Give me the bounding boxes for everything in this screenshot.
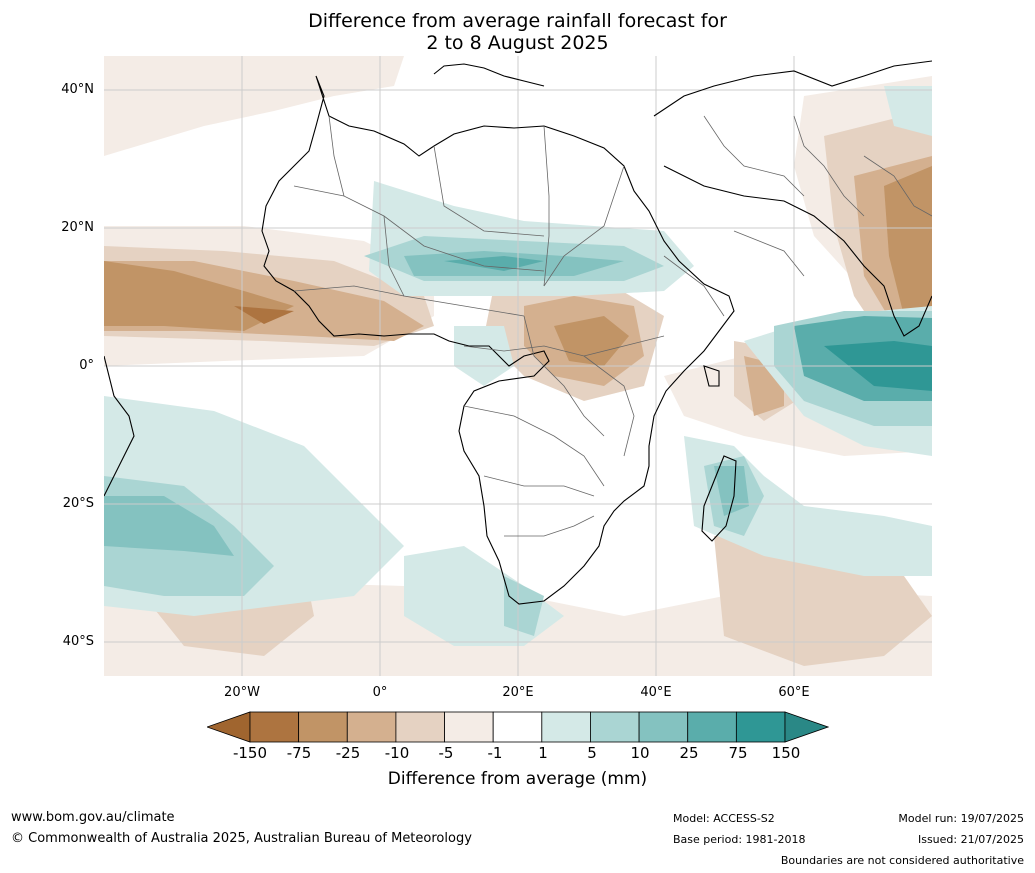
chart-title: Difference from average rainfall forecas… (0, 10, 1035, 54)
colorbar-tick: 5 (587, 744, 597, 762)
colorbar-tick: 25 (679, 744, 699, 762)
colorbar-tick: -150 (232, 744, 268, 762)
lon-label-20w: 20°W (224, 685, 260, 700)
footer-issued: Issued: 21/07/2025 (917, 833, 1024, 846)
colorbar-bin (346, 711, 397, 743)
colorbar-label: Difference from average (mm) (387, 769, 648, 789)
footer-website: www.bom.gov.au/climate (11, 810, 175, 825)
colorbar-cells (249, 711, 786, 743)
footer-disclaimer: Boundaries are not considered authoritat… (780, 854, 1024, 867)
colorbar-bin (492, 711, 543, 743)
colorbar-bin (444, 711, 494, 743)
footer-copyright: © Commonwealth of Australia 2025, Austra… (11, 831, 472, 846)
colorbar-high-arrow (784, 711, 829, 743)
lat-label-20n: 20°N (61, 220, 94, 235)
lon-label-40e: 40°E (640, 685, 672, 700)
footer-model: Model: ACCESS-S2 (673, 812, 775, 825)
colorbar-tick: 75 (728, 744, 748, 762)
lon-label-60e: 60°E (778, 685, 810, 700)
colorbar-tick: -10 (384, 744, 410, 762)
colorbar-tick: -1 (487, 744, 503, 762)
title-line-2: 2 to 8 August 2025 (426, 32, 609, 54)
colorbar-tick: 10 (630, 744, 650, 762)
colorbar (207, 711, 829, 743)
colorbar-bin (590, 711, 640, 743)
anomaly-shading (104, 56, 932, 676)
lon-label-20e: 20°E (502, 685, 534, 700)
colorbar-tick: -5 (438, 744, 454, 762)
colorbar-bin (735, 711, 786, 743)
colorbar-tick: 150 (771, 744, 801, 762)
colorbar-bin (687, 711, 737, 743)
country-borders (293, 115, 932, 537)
title-line-1: Difference from average rainfall forecas… (308, 10, 727, 32)
lat-label-equator: 0° (79, 358, 94, 373)
colorbar-low-arrow (207, 711, 251, 743)
colorbar-tick: 1 (538, 744, 548, 762)
coastlines (104, 60, 932, 605)
lat-label-40n: 40°N (61, 82, 94, 97)
footer-model-run: Model run: 19/07/2025 (898, 812, 1024, 825)
lat-label-40s: 40°S (62, 634, 94, 649)
colorbar-bin (638, 711, 689, 743)
rainfall-anomaly-map (104, 56, 932, 676)
map-svg (104, 56, 932, 676)
graticule (104, 56, 932, 676)
colorbar-bin (249, 711, 300, 743)
colorbar-bin (395, 711, 445, 743)
colorbar-bin (541, 711, 591, 743)
lon-label-0: 0° (372, 685, 388, 700)
footer-base-period: Base period: 1981-2018 (673, 833, 806, 846)
lat-label-20s: 20°S (62, 496, 94, 511)
colorbar-tick: -25 (335, 744, 361, 762)
colorbar-bin (298, 711, 348, 743)
colorbar-tick: -75 (286, 744, 312, 762)
